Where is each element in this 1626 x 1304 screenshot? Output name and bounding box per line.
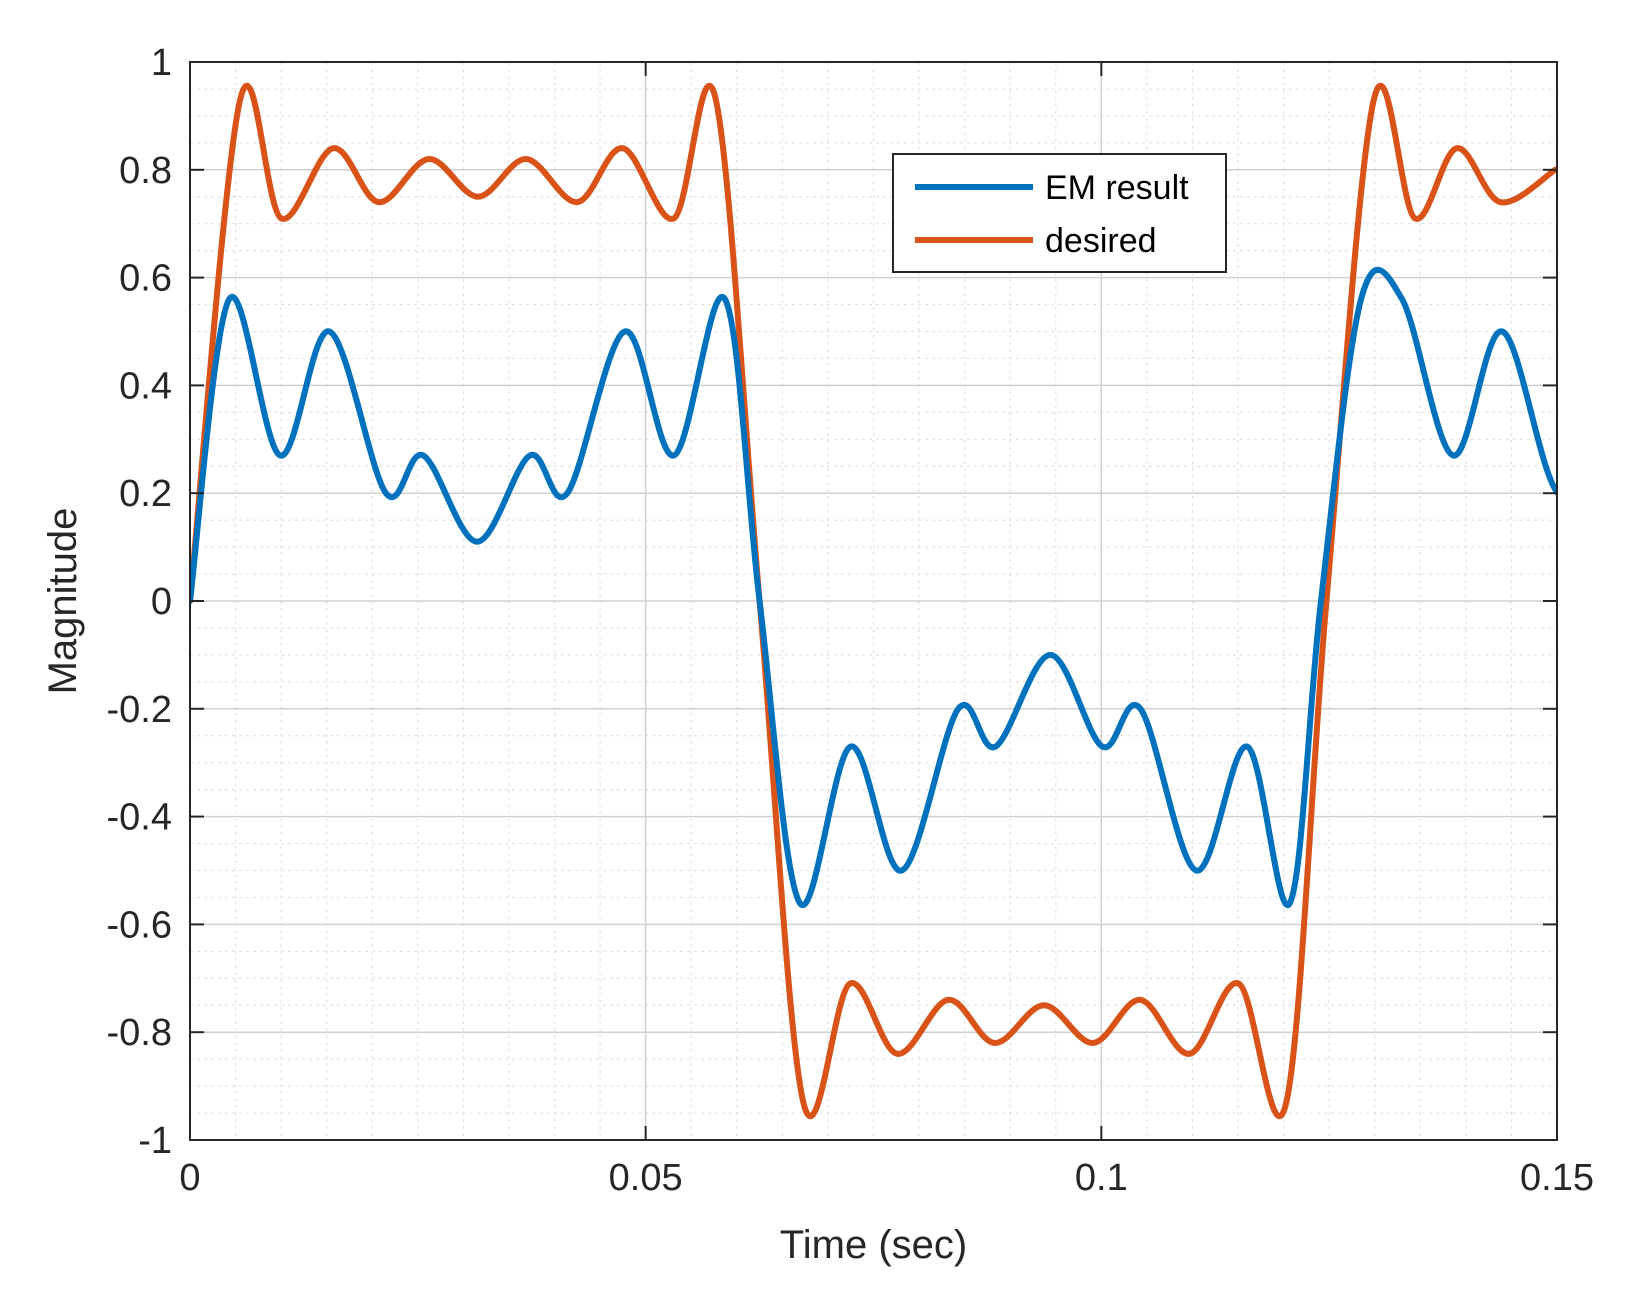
series-layer bbox=[190, 82, 1557, 1120]
tick-marks bbox=[189, 61, 1558, 1141]
series-line-em-result bbox=[190, 266, 1557, 909]
x-axis-label: Time (sec) bbox=[780, 1223, 967, 1267]
y-tick-label: -0.6 bbox=[107, 904, 172, 946]
y-tick-label: 0.8 bbox=[119, 150, 172, 192]
y-tick-label: -0.8 bbox=[107, 1012, 172, 1054]
y-tick-label: -0.4 bbox=[107, 797, 172, 839]
y-tick-label: 0 bbox=[151, 581, 172, 623]
x-tick-labels: 0 0.05 0.1 0.15 bbox=[179, 1157, 1594, 1199]
x-tick-label: 0.15 bbox=[1520, 1157, 1594, 1199]
legend-label-em-result: EM result bbox=[1045, 169, 1189, 207]
y-tick-label: 0.4 bbox=[119, 365, 172, 407]
y-tick-label: -0.2 bbox=[107, 689, 172, 731]
y-axis-label: Magnitude bbox=[41, 508, 85, 695]
x-tick-label: 0 bbox=[179, 1157, 200, 1199]
y-tick-label: 0.2 bbox=[119, 473, 172, 515]
y-tick-label: 0.6 bbox=[119, 258, 172, 300]
legend: EM result desired bbox=[892, 153, 1227, 273]
y-tick-label: -1 bbox=[138, 1120, 172, 1162]
x-tick-label: 0.05 bbox=[609, 1157, 683, 1199]
y-tick-label: 1 bbox=[151, 42, 172, 84]
x-tick-label: 0.1 bbox=[1075, 1157, 1128, 1199]
legend-label-desired: desired bbox=[1045, 222, 1157, 260]
legend-box bbox=[892, 153, 1227, 273]
y-tick-labels: 1 0.8 0.6 0.4 0.2 0 -0.2 -0.4 -0.6 -0.8 -1 bbox=[107, 42, 172, 1162]
